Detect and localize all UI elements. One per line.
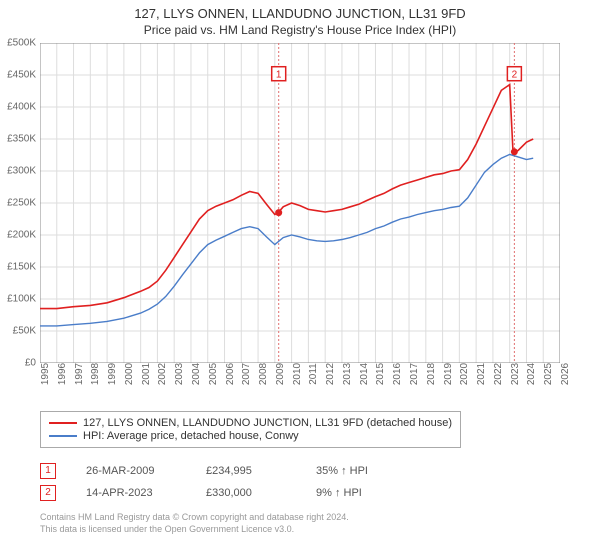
x-tick-label: 2012 — [325, 363, 336, 385]
x-tick-label: 2013 — [342, 363, 353, 385]
legend-row: 127, LLYS ONNEN, LLANDUDNO JUNCTION, LL3… — [49, 417, 452, 429]
x-tick-label: 2014 — [359, 363, 370, 385]
attribution-line2: This data is licensed under the Open Gov… — [40, 524, 600, 536]
x-tick-label: 2016 — [392, 363, 403, 385]
attribution-line1: Contains HM Land Registry data © Crown c… — [40, 512, 600, 524]
x-tick-label: 2004 — [191, 363, 202, 385]
x-tick-label: 1995 — [40, 363, 51, 385]
x-tick-label: 2024 — [526, 363, 537, 385]
y-tick-label: £0 — [25, 358, 36, 369]
x-tick-label: 2005 — [208, 363, 219, 385]
x-tick-label: 2006 — [225, 363, 236, 385]
legend-row: HPI: Average price, detached house, Conw… — [49, 430, 452, 442]
x-axis-labels: 1995 1996 1997 1998 1999 2000 2001 2002 2003 2004… — [40, 365, 560, 385]
y-tick-label: £200K — [7, 230, 36, 241]
x-tick-label: 1999 — [107, 363, 118, 385]
x-tick-label: 2020 — [459, 363, 470, 385]
y-axis-labels: £0£50K£100K£150K£200K£250K£300K£350K£400… — [0, 43, 38, 363]
legend: 127, LLYS ONNEN, LLANDUDNO JUNCTION, LL3… — [40, 411, 461, 448]
x-tick-label: 2000 — [124, 363, 135, 385]
x-tick-label: 2026 — [560, 363, 571, 385]
x-tick-label: 2007 — [241, 363, 252, 385]
chart-title: 127, LLYS ONNEN, LLANDUDNO JUNCTION, LL3… — [0, 6, 600, 21]
x-tick-label: 2011 — [308, 363, 319, 385]
x-tick-label: 2015 — [375, 363, 386, 385]
sale-price: £330,000 — [206, 487, 286, 499]
sale-delta: 9% ↑ HPI — [316, 487, 362, 499]
x-tick-label: 2018 — [426, 363, 437, 385]
svg-text:1: 1 — [276, 70, 282, 81]
x-tick-label: 2009 — [275, 363, 286, 385]
sale-row: 2 14-APR-2023 £330,000 9% ↑ HPI — [40, 482, 600, 504]
legend-swatch — [49, 422, 77, 424]
sales-list: 1 26-MAR-2009 £234,995 35% ↑ HPI 2 14-APR-202… — [40, 460, 600, 504]
x-tick-label: 2010 — [292, 363, 303, 385]
x-tick-label: 2021 — [476, 363, 487, 385]
sale-price: £234,995 — [206, 465, 286, 477]
y-tick-label: £250K — [7, 198, 36, 209]
y-tick-label: £500K — [7, 38, 36, 49]
y-tick-label: £450K — [7, 70, 36, 81]
x-tick-label: 2008 — [258, 363, 269, 385]
chart-subtitle: Price paid vs. HM Land Registry's House … — [0, 23, 600, 37]
y-tick-label: £150K — [7, 262, 36, 273]
legend-label: 127, LLYS ONNEN, LLANDUDNO JUNCTION, LL3… — [83, 417, 452, 429]
x-tick-label: 2019 — [443, 363, 454, 385]
x-tick-label: 2025 — [543, 363, 554, 385]
y-tick-label: £300K — [7, 166, 36, 177]
x-tick-label: 1996 — [57, 363, 68, 385]
x-tick-label: 1998 — [90, 363, 101, 385]
x-tick-label: 2017 — [409, 363, 420, 385]
y-tick-label: £50K — [13, 326, 36, 337]
sale-date: 14-APR-2023 — [86, 487, 176, 499]
sale-marker: 2 — [40, 485, 56, 501]
svg-text:2: 2 — [512, 70, 518, 81]
y-tick-label: £350K — [7, 134, 36, 145]
sale-row: 1 26-MAR-2009 £234,995 35% ↑ HPI — [40, 460, 600, 482]
sale-date: 26-MAR-2009 — [86, 465, 176, 477]
y-tick-label: £100K — [7, 294, 36, 305]
x-tick-label: 2022 — [493, 363, 504, 385]
sale-delta: 35% ↑ HPI — [316, 465, 368, 477]
legend-label: HPI: Average price, detached house, Conw… — [83, 430, 299, 442]
x-tick-label: 1997 — [74, 363, 85, 385]
sale-marker: 1 — [40, 463, 56, 479]
x-tick-label: 2002 — [157, 363, 168, 385]
x-tick-label: 2001 — [141, 363, 152, 385]
attribution: Contains HM Land Registry data © Crown c… — [40, 512, 600, 535]
legend-swatch — [49, 435, 77, 437]
x-tick-label: 2003 — [174, 363, 185, 385]
x-tick-label: 2023 — [510, 363, 521, 385]
chart-svg: 12 — [40, 43, 560, 363]
chart-area: £0£50K£100K£150K£200K£250K£300K£350K£400… — [40, 43, 600, 383]
y-tick-label: £400K — [7, 102, 36, 113]
